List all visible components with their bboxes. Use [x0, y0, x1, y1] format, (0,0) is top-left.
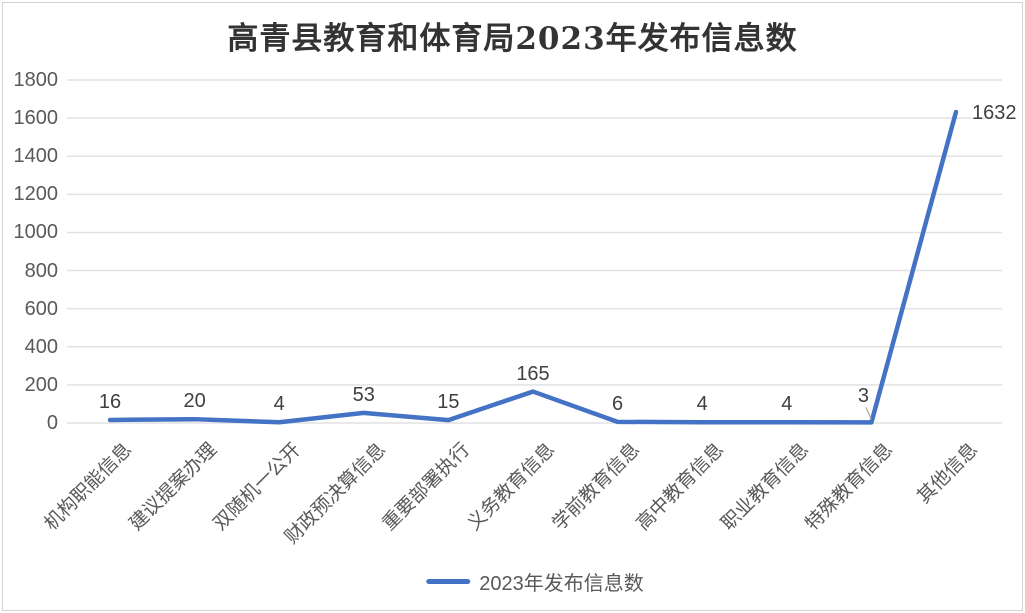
chart-title: 高青县教育和体育局2023年发布信息数: [227, 21, 798, 57]
legend-line-swatch: [426, 579, 471, 584]
y-axis-tick-label: 1000: [13, 221, 59, 244]
data-point-label: 6: [612, 392, 624, 415]
y-axis-tick-label: 1400: [13, 145, 59, 168]
data-point-label: 4: [781, 393, 793, 416]
data-point-label: 1632: [972, 102, 1017, 124]
data-point-label: 165: [516, 362, 550, 385]
data-point-label: 16: [98, 390, 122, 413]
legend: 2023年发布信息数: [426, 567, 644, 596]
data-point-label: 15: [437, 391, 460, 414]
y-axis-tick-label: 800: [24, 259, 58, 282]
y-axis-tick-label: 1800: [13, 69, 59, 91]
y-axis-tick-label: 200: [24, 373, 58, 396]
data-point-label: 3: [857, 385, 869, 408]
y-axis-tick-label: 1600: [13, 107, 59, 130]
data-point-label: 53: [352, 383, 375, 406]
legend-label: 2023年发布信息数: [479, 573, 644, 595]
data-point-label: 4: [696, 393, 708, 416]
y-axis-tick-label: 1200: [13, 183, 59, 206]
y-axis-tick-label: 600: [24, 297, 58, 320]
y-axis-tick-label: 0: [46, 412, 58, 434]
data-point-label: 4: [273, 393, 285, 416]
data-label-leader-line: [865, 407, 872, 420]
data-point-label: 20: [183, 390, 206, 413]
series-line: [107, 109, 959, 425]
y-axis-tick-label: 400: [24, 335, 58, 358]
